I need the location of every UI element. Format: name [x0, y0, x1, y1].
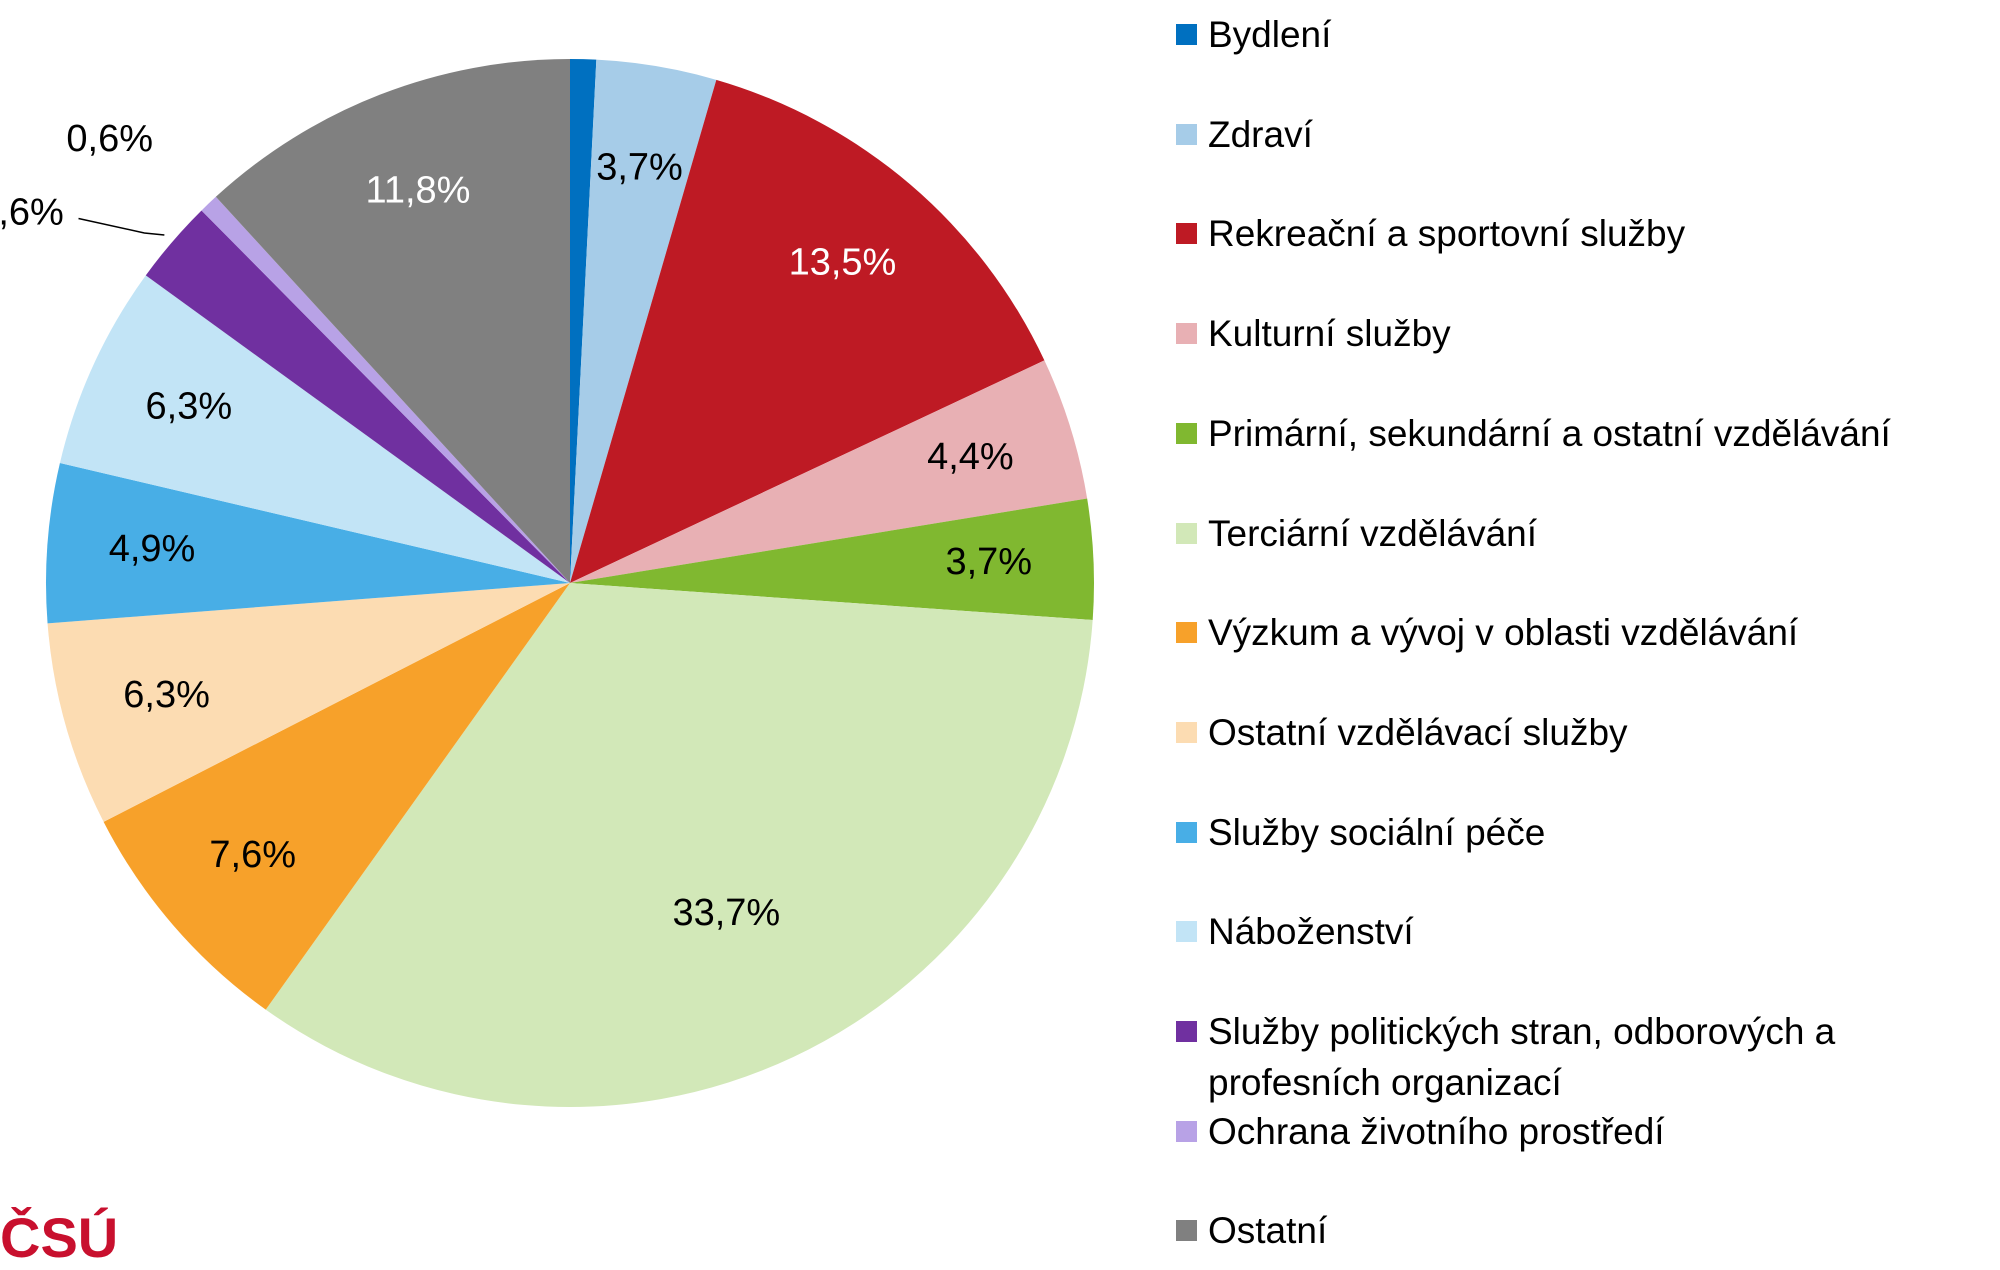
- pie-slice: [570, 360, 1088, 583]
- pie-slice: [570, 79, 1045, 583]
- legend-swatch: [1176, 223, 1197, 245]
- legend-item: Ostatní: [1176, 1205, 1988, 1256]
- legend-swatch: [1176, 422, 1197, 444]
- legend-swatch: [1176, 1120, 1197, 1142]
- data-label: 6,3%: [146, 386, 233, 428]
- legend-label: Služby sociální péče: [1208, 811, 1546, 853]
- legend-swatch: [1176, 1220, 1197, 1242]
- pie-slice: [215, 59, 570, 583]
- legend-swatch: [1176, 24, 1197, 45]
- data-label: 0,6%: [66, 118, 153, 160]
- legend-label: Náboženství: [1208, 911, 1414, 953]
- legend-swatch: [1176, 921, 1197, 943]
- chart: 0,8%3,7%13,5%4,4%3,7%33,7%7,6%6,3%4,9%6,…: [0, 59, 1094, 1107]
- data-label: 11,8%: [366, 169, 471, 211]
- legend-label: Kulturní služby: [1208, 313, 1451, 355]
- legend-item: Primární, sekundární a ostatní vzděláván…: [1176, 408, 1988, 459]
- pie-slice: [570, 498, 1094, 621]
- legend-label: Ochrana životního prostředí: [1208, 1110, 1665, 1152]
- legend-swatch: [1176, 522, 1197, 544]
- legend-swatch: [1176, 1021, 1197, 1042]
- pie-slice: [103, 583, 570, 1010]
- legend-item: Bydlení: [1176, 9, 1988, 60]
- legend-label: Rekreační a sportovní služby: [1208, 213, 1686, 255]
- pie-slice: [570, 59, 717, 584]
- legend-swatch: [1176, 123, 1197, 145]
- data-label: 4,9%: [109, 528, 196, 570]
- legend-label: Služby politických stran, odborových a p…: [1208, 1011, 1836, 1103]
- data-label: 3,7%: [596, 147, 683, 189]
- data-label: 7,6%: [209, 834, 296, 876]
- pie-slice: [265, 583, 1093, 1107]
- logo: ČSÚ: [0, 1206, 119, 1269]
- legend-item: Služby sociální péče: [1176, 807, 1988, 858]
- legend-label: Zdraví: [1208, 113, 1313, 155]
- data-label: 3,7%: [945, 541, 1032, 583]
- legend-label: Terciární vzdělávání: [1208, 512, 1538, 554]
- legend-swatch: [1176, 622, 1197, 644]
- legend-item: Výzkum a vývoj v oblasti vzdělávání: [1176, 607, 1988, 658]
- legend-label: Výzkum a vývoj v oblasti vzdělávání: [1208, 612, 1799, 654]
- data-label: 33,7%: [672, 892, 780, 934]
- leader-line: [78, 217, 165, 236]
- page: 0,8%3,7%13,5%4,4%3,7%33,7%7,6%6,3%4,9%6,…: [0, 9, 1988, 1269]
- data-label: 4,4%: [927, 436, 1014, 478]
- legend-item: Ochrana životního prostředí: [1176, 1106, 1988, 1157]
- legend-swatch: [1176, 721, 1197, 743]
- legend-item: Terciární vzdělávání: [1176, 508, 1988, 559]
- legend-label: Ostatní: [1208, 1210, 1328, 1252]
- pie-slice: [570, 59, 597, 583]
- data-label: 2,6%: [0, 192, 64, 234]
- legend-item: Zdraví: [1176, 109, 1988, 160]
- legend-label: Bydlení: [1208, 14, 1332, 55]
- pie-slice: [45, 462, 570, 624]
- pie-slice: [47, 583, 570, 822]
- legend-item: Rekreační a sportovní služby: [1176, 208, 1988, 259]
- legend-swatch: [1176, 323, 1197, 345]
- data-label: 6,3%: [123, 674, 210, 716]
- data-label: 13,5%: [789, 241, 897, 283]
- pie-slice: [59, 275, 570, 583]
- legend-label: Ostatní vzdělávací služby: [1208, 711, 1628, 753]
- legend-label: Primární, sekundární a ostatní vzděláván…: [1208, 412, 1891, 454]
- legend-item: Kulturní služby: [1176, 308, 1988, 359]
- legend-item: Náboženství: [1176, 906, 1988, 957]
- pie-slice: [201, 196, 570, 584]
- legend-item: Služby politických stran, odborových a p…: [1176, 1006, 1988, 1108]
- pie-slice: [145, 210, 570, 583]
- legend-swatch: [1176, 821, 1197, 843]
- legend-item: Ostatní vzdělávací služby: [1176, 707, 1988, 758]
